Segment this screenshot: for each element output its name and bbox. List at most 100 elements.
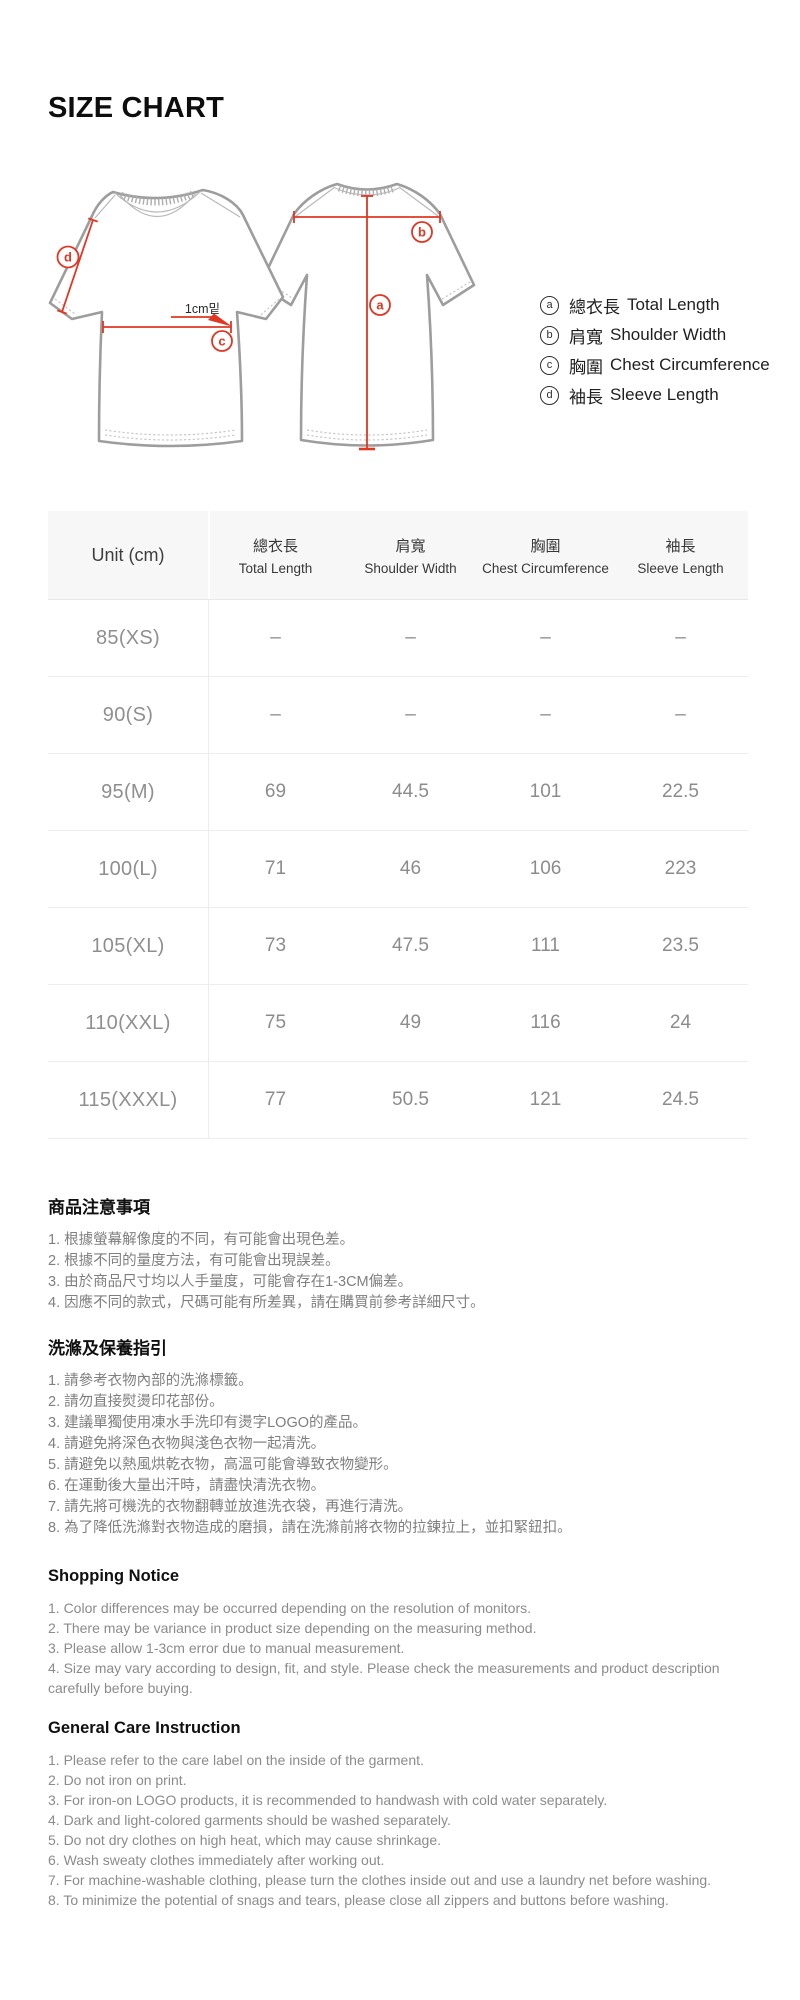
value-cell: 24.5 — [662, 1089, 699, 1110]
table-row: 90(S) – – – – — [48, 677, 748, 754]
column-divider — [208, 985, 209, 1061]
column-divider — [208, 831, 209, 907]
unit-header: Unit (cm) — [91, 544, 165, 565]
section-heading: General Care Instruction — [48, 1719, 241, 1737]
list-item: 6. 在運動後大量出汗時，請盡快清洗衣物。 — [48, 1478, 326, 1494]
column-header-total-length: 總衣長 Total Length — [238, 537, 313, 576]
list-item: 6. Wash sweaty clothes immediately after… — [48, 1852, 385, 1868]
value-cell: – — [270, 704, 281, 725]
list-item: 3. For iron-on LOGO products, it is reco… — [48, 1792, 608, 1808]
front-collar-rib — [119, 189, 197, 206]
column-divider — [208, 1062, 209, 1138]
marker-b-letter: b — [418, 225, 426, 240]
section-product-notes: 商品注意事項 1. 根據螢幕解像度的不同，有可能會出現色差。 2. 根據不同的量… — [48, 1196, 754, 1314]
table-row: 115(XXXL) 77 50.5 121 24.5 — [48, 1062, 748, 1139]
value-cell: 71 — [264, 858, 287, 879]
section-general-care: General Care Instruction 1. Please refer… — [48, 1716, 754, 1910]
value-cell: 47.5 — [392, 935, 429, 956]
value-cell: 73 — [264, 935, 287, 956]
marker-a-circle — [369, 294, 391, 316]
list-item: 5. 請避免以熱風烘乾衣物，高溫可能會導致衣物變形。 — [48, 1457, 398, 1473]
section-heading: 洗滌及保養指引 — [48, 1339, 167, 1358]
marker-b-circle — [411, 221, 433, 243]
legend-label-zh: 胸圍 — [569, 357, 603, 377]
legend-item-chest-circumference: c 胸圍 Chest Circumference — [540, 350, 770, 380]
marker-d-circle — [56, 245, 80, 269]
legend-label-zh: 袖長 — [569, 387, 603, 407]
section-shopping-notice: Shopping Notice 1. Color differences may… — [48, 1564, 754, 1698]
marker-a-letter: a — [376, 298, 384, 313]
legend-label-en: Sleeve Length — [610, 385, 719, 404]
value-cell: 49 — [399, 1012, 422, 1033]
back-shirt-drawing: b a — [258, 182, 476, 451]
list-item: 7. For machine-washable clothing, please… — [48, 1872, 712, 1888]
legend-label-en: Shoulder Width — [610, 325, 727, 344]
list-item: 1. 請參考衣物內部的洗滌標籤。 — [48, 1373, 253, 1389]
list-item: 3. 建議單獨使用凍水手洗印有燙字LOGO的產品。 — [48, 1415, 368, 1431]
value-cell: 69 — [264, 781, 287, 802]
value-cell: – — [405, 627, 416, 648]
value-cell: 121 — [529, 1089, 562, 1110]
size-cell: 100(L) — [98, 857, 158, 880]
back-collar-rib — [337, 184, 397, 197]
size-table-header: Unit (cm) 總衣長 Total Length 肩寬 Shoulder Wid… — [48, 511, 748, 600]
section-heading: 商品注意事項 — [48, 1198, 150, 1217]
legend-item-total-length: a 總衣長 Total Length — [540, 290, 770, 320]
list-item: 1. 根據螢幕解像度的不同，有可能會出現色差。 — [48, 1232, 355, 1248]
table-row: 110(XXL) 75 49 116 24 — [48, 985, 748, 1062]
value-cell: 46 — [399, 858, 422, 879]
list-item: 4. Dark and light-colored garments shoul… — [48, 1812, 451, 1828]
list-item: 8. To minimize the potential of snags an… — [48, 1892, 669, 1908]
value-cell: – — [270, 627, 281, 648]
marker-d-letter: d — [64, 250, 72, 265]
size-cell: 105(XL) — [91, 934, 165, 957]
value-cell: 77 — [264, 1089, 287, 1110]
list-item: 8. 為了降低洗滌對衣物造成的磨損，請在洗滌前將衣物的拉鍊拉上，並扣緊鈕扣。 — [48, 1520, 572, 1536]
list-item: 2. There may be variance in product size… — [48, 1620, 537, 1636]
tshirt-diagram-svg: b a 1cm밑 d — [48, 182, 476, 451]
value-cell: – — [405, 704, 416, 725]
value-cell: 22.5 — [662, 781, 699, 802]
value-cell: – — [675, 704, 686, 725]
table-row: 95(M) 69 44.5 101 22.5 — [48, 754, 748, 831]
list-item: 1. Please refer to the care label on the… — [48, 1752, 424, 1768]
value-cell: 50.5 — [392, 1089, 429, 1110]
list-item: 2. 根據不同的量度方法，有可能會出現誤差。 — [48, 1253, 340, 1269]
legend-item-sleeve-length: d 袖長 Sleeve Length — [540, 380, 770, 410]
value-cell: 223 — [664, 858, 697, 879]
list-item: 3. 由於商品尺寸均以人手量度，可能會存在1-3CM偏差。 — [48, 1274, 413, 1290]
value-cell: – — [540, 704, 551, 725]
legend-label-en: Chest Circumference — [610, 355, 770, 374]
legend-circle-b-icon: b — [540, 325, 559, 345]
legend-item-shoulder-width: b 肩寬 Shoulder Width — [540, 320, 770, 350]
size-cell: 110(XXL) — [85, 1011, 171, 1034]
list-item: 2. 請勿直接熨燙印花部份。 — [48, 1394, 224, 1410]
value-cell: – — [540, 627, 551, 648]
size-cell: 90(S) — [102, 703, 154, 726]
value-cell: 111 — [531, 935, 560, 956]
size-cell: 85(XS) — [95, 626, 161, 649]
legend-label-zh: 肩寬 — [569, 327, 603, 347]
table-row: 100(L) 71 46 106 223 — [48, 831, 748, 908]
legend-circle-a-icon: a — [540, 295, 559, 315]
measurement-legend: a 總衣長 Total Length b 肩寬 Shoulder Width c… — [540, 290, 770, 410]
value-cell: 23.5 — [662, 935, 699, 956]
value-cell: 101 — [529, 781, 562, 802]
marker-c-letter: c — [218, 334, 225, 349]
column-divider — [208, 600, 209, 676]
column-divider — [208, 754, 209, 830]
column-divider — [208, 511, 210, 599]
table-row: 85(XS) – – – – — [48, 600, 748, 677]
list-item: 1. Color differences may be occurred dep… — [48, 1600, 532, 1616]
size-cell: 115(XXXL) — [78, 1088, 178, 1111]
sleeve-note-arrow — [208, 313, 232, 327]
size-table: Unit (cm) 總衣長 Total Length 肩寬 Shoulder Wid… — [48, 511, 748, 1139]
legend-label-zh: 總衣長 — [569, 297, 620, 317]
page-title: SIZE CHART — [48, 92, 224, 124]
front-shirt-drawing: 1cm밑 d c — [48, 188, 285, 448]
table-row: 105(XL) 73 47.5 111 23.5 — [48, 908, 748, 985]
column-header-sleeve-length: 袖長 Sleeve Length — [637, 537, 724, 576]
list-item: 4. 因應不同的款式，尺碼可能有所差異，請在購買前參考詳細尺寸。 — [48, 1295, 485, 1311]
legend-circle-c-icon: c — [540, 355, 559, 375]
value-cell: – — [675, 627, 686, 648]
